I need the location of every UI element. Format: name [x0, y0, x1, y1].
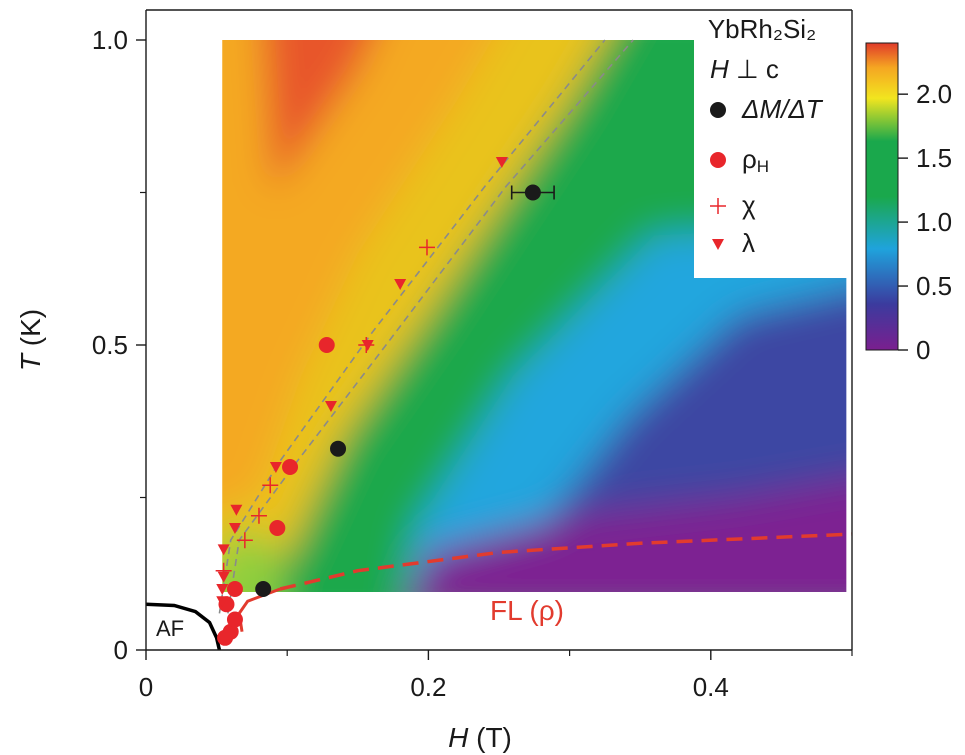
x-tick-label-2: 0.4 [693, 672, 729, 702]
colorbar-tick-label-3: 1.5 [916, 143, 952, 173]
data-point-series1-7 [318, 337, 335, 353]
legend-box [694, 8, 854, 278]
data-point-series3-6 [269, 462, 282, 473]
colorbar [865, 42, 899, 351]
legend-label-3: λ [742, 228, 755, 258]
y-tick-label-1: 0.5 [92, 330, 128, 360]
y-tick-label-2: 1.0 [92, 25, 128, 55]
heat-band-lowfield [222, 528, 283, 593]
data-point-series2-2 [250, 507, 267, 524]
field-orientation-title: H ⊥ c [710, 54, 779, 84]
data-overlay [146, 39, 852, 650]
data-point-series3-7 [324, 401, 337, 412]
x-tick-label-1: 0.2 [410, 672, 446, 702]
data-point-series1-2 [226, 611, 243, 628]
guide-line-2 [227, 39, 634, 614]
colorbar-tick-label-4: 2.0 [916, 79, 952, 109]
data-point-series1-5 [269, 520, 286, 536]
colorbar-tick-label-2: 1.0 [916, 207, 952, 237]
data-point-series3-10 [495, 157, 508, 168]
data-point-series2-1 [236, 532, 253, 549]
data-point-series3-5 [230, 504, 243, 516]
legend-label-1: ρH [742, 144, 769, 176]
data-point-series3-1 [216, 584, 229, 595]
colorbar-tick-label-0: 0 [916, 335, 930, 365]
y-axis-title: T (K) [15, 309, 46, 371]
legend: ΔM/ΔT ρH χλ [710, 94, 824, 258]
data-point-series3-2 [217, 571, 230, 583]
heat-band-purple [411, 479, 847, 593]
legend-marker-1 [710, 152, 726, 168]
colorbar-ticks: 0 0.5 1.0 1.5 2.0 [898, 79, 952, 365]
data-point-series3-4 [228, 523, 241, 534]
data-point-series1-1 [222, 623, 239, 640]
legend-label-0: ΔM/ΔT [741, 94, 824, 124]
x-axis-title: H (T) [448, 722, 512, 753]
data-point-series0-0 [255, 581, 272, 597]
x-tick-label-0: 0 [139, 672, 153, 702]
data-point-series0-2 [524, 184, 541, 201]
fl-boundary-dashed [279, 532, 852, 591]
legend-marker-0 [710, 102, 726, 118]
data-point-series3-0 [216, 596, 229, 608]
data-point-series1-6 [282, 459, 299, 475]
data-point-series1-4 [226, 581, 243, 597]
data-point-series0-1 [330, 440, 347, 457]
data-point-series2-5 [418, 239, 435, 256]
legend-marker-2 [710, 198, 726, 214]
af-phase-label: AF [156, 616, 184, 641]
plot-frame [145, 9, 853, 651]
y-tick-label-0: 0 [114, 635, 128, 665]
heat-band-red [262, 40, 372, 193]
axis-ticks: 0 0.2 0.4 0 0.5 1.0 [92, 25, 853, 702]
legend-label-2: χ [742, 190, 756, 220]
data-point-series3-3 [217, 544, 230, 556]
compound-title: YbRh₂Si₂ [708, 14, 816, 44]
data-point-series3-8 [361, 340, 374, 351]
data-point-series2-3 [262, 477, 279, 494]
data-point-series3-9 [394, 279, 407, 290]
af-boundary [146, 602, 222, 650]
legend-marker-3 [712, 239, 724, 250]
colorbar-tick-label-1: 0.5 [916, 271, 952, 301]
fl-region-label: FL (ρ) [490, 595, 564, 626]
